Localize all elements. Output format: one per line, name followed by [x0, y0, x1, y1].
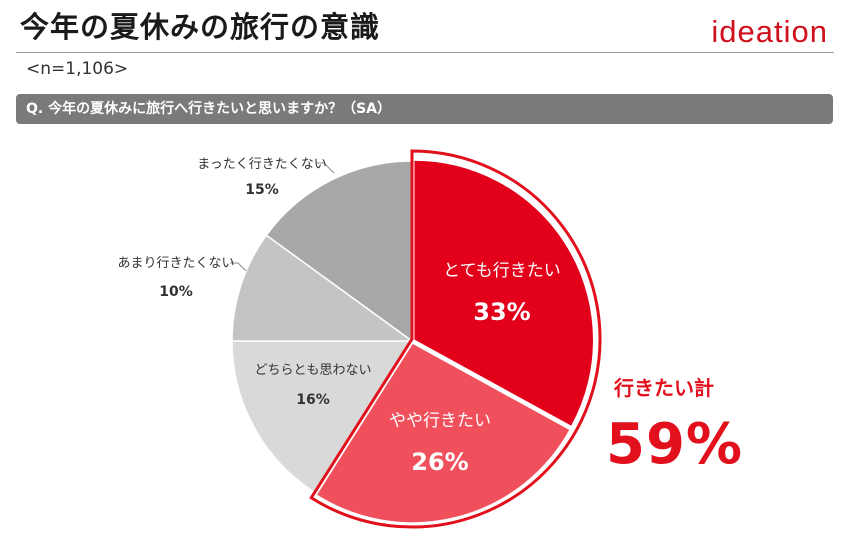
leader-line: [230, 262, 247, 272]
highlight-group-outline: [309, 149, 602, 529]
slice-value-label: 33%: [473, 298, 530, 326]
pie-labels: とても行きたい 33% やや行きたい 26% どちらとも思わない 16% あまり行きたくない…: [117, 157, 560, 476]
pie-slices: [231, 159, 595, 524]
sample-size: <n=1,106>: [26, 59, 129, 79]
pie-slice: [315, 341, 572, 524]
title-divider: [16, 52, 834, 53]
pie-slice: [231, 234, 415, 342]
slice-label: やや行きたい: [389, 411, 491, 431]
total-want-label: 行きたい計: [614, 376, 714, 400]
pie-slice: [265, 160, 413, 343]
total-want-value: 59%: [606, 412, 744, 477]
slice-value-label: 15%: [245, 182, 279, 198]
page-title: 今年の夏休みの旅行の意識: [20, 10, 381, 44]
slice-value-label: 16%: [296, 392, 330, 408]
slice-value-label: 10%: [159, 284, 193, 300]
brand-logo: ideation: [711, 14, 828, 49]
highlight-outline: [309, 149, 602, 529]
slice-value-label: 26%: [411, 448, 468, 476]
pie-slice: [412, 159, 595, 428]
slice-label: どちらとも思わない: [254, 363, 371, 378]
leader-line: [316, 162, 335, 174]
slice-label: まったく行きたくない: [197, 157, 326, 172]
leader-lines: [230, 162, 335, 272]
slice-label: あまり行きたくない: [117, 256, 234, 271]
question-bar: Q. 今年の夏休みに旅行へ行きたいと思いますか？（SA）: [16, 94, 833, 124]
slice-label: とても行きたい: [443, 261, 561, 281]
pie-slice: [231, 340, 414, 495]
